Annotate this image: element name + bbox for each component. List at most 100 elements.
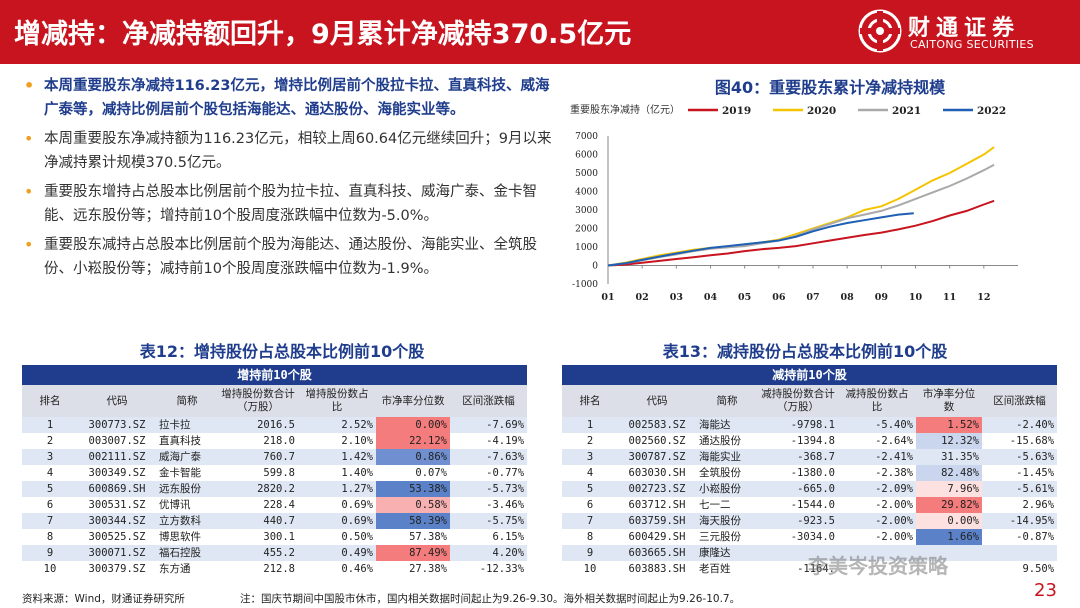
legend-label: 2019 <box>722 105 751 117</box>
cell-shares: -9798.1 <box>758 417 838 433</box>
bullet-dot-icon: • <box>24 129 34 148</box>
column-header: 减持股份数占比 <box>838 385 916 417</box>
series-line-2019 <box>607 199 995 267</box>
cell-ratio: 0.69% <box>298 513 376 529</box>
table-row: 4 300349.SZ 金卡智能 599.8 1.40% 0.07% -0.77% <box>22 465 528 481</box>
cell-change: 6.15% <box>450 529 528 545</box>
legend-label: 2020 <box>807 105 836 117</box>
cell-pb-quantile: 58.39% <box>376 513 450 529</box>
cell-shares: 212.8 <box>218 561 298 577</box>
cumulative-net-reduction-chart: 重要股东净减持（亿元） 2019 2020 2021 2022 -1000 0 1000 200… <box>570 103 1018 303</box>
y-tick-label: 1000 <box>575 243 598 253</box>
cell-rank: 9 <box>562 545 618 561</box>
cell-name: 拉卡拉 <box>156 417 218 433</box>
cell-change: -5.61% <box>982 481 1058 497</box>
cell-rank: 8 <box>22 529 78 545</box>
cell-change: -7.63% <box>450 449 528 465</box>
column-header: 增持股份数占比 <box>298 385 376 417</box>
table-row: 10 603883.SH 老百姓 -1164. 9.50% <box>562 561 1058 577</box>
cell-change: -0.77% <box>450 465 528 481</box>
bullet-text: 重要股东增持占总股本比例居前个股为拉卡拉、直真科技、威海广泰、金卡智能、远东股份… <box>44 184 537 224</box>
legend-label: 2021 <box>892 105 921 117</box>
cell-code: 300349.SZ <box>78 465 156 481</box>
table-row: 1 002583.SZ 海能达 -9798.1 -5.40% 1.52% -2.40% <box>562 417 1058 433</box>
cell-change: -5.73% <box>450 481 528 497</box>
table-row: 10 300379.SZ 东方通 212.8 0.46% 27.38% -12.33% <box>22 561 528 577</box>
cell-shares: 300.1 <box>218 529 298 545</box>
cell-name: 海能达 <box>696 417 758 433</box>
series-line-2022 <box>607 212 914 267</box>
cell-ratio: -2.64% <box>838 433 916 449</box>
bullet-dot-icon: • <box>24 182 34 201</box>
column-header: 区间涨跌幅 <box>450 385 528 417</box>
table-row: 8 300525.SZ 博思软件 300.1 0.50% 57.38% 6.15% <box>22 529 528 545</box>
cell-change: -2.40% <box>982 417 1058 433</box>
cell-name: 东方通 <box>156 561 218 577</box>
cell-ratio: -5.40% <box>838 417 916 433</box>
bullet-item: • 本周重要股东净减持116.23亿元，增持比例居前个股拉卡拉、直真科技、威海广泰… <box>22 74 557 122</box>
column-header: 减持股份数合计（万股） <box>758 385 838 417</box>
cell-pb-quantile: 53.38% <box>376 481 450 497</box>
cell-pb-quantile: 27.38% <box>376 561 450 577</box>
cell-pb-quantile: 1.66% <box>916 529 982 545</box>
cell-pb-quantile <box>916 545 982 561</box>
table-group-header-row: 减持前10个股 <box>562 365 1058 385</box>
cell-shares: -923.5 <box>758 513 838 529</box>
cell-code: 300531.SZ <box>78 497 156 513</box>
x-tick-label: 02 <box>636 292 649 303</box>
cell-shares: 2820.2 <box>218 481 298 497</box>
table-group-header-row: 增持前10个股 <box>22 365 528 385</box>
bullet-dot-icon: • <box>24 235 34 254</box>
cell-code: 002723.SZ <box>618 481 696 497</box>
y-tick-label: 5000 <box>575 169 598 179</box>
x-tick-label: 08 <box>841 292 855 303</box>
page-number: 23 <box>1034 580 1057 601</box>
cell-shares: -665.0 <box>758 481 838 497</box>
cell-change: 4.20% <box>450 545 528 561</box>
cell-change: -15.68% <box>982 433 1058 449</box>
cell-ratio: -2.00% <box>838 529 916 545</box>
cell-rank: 2 <box>562 433 618 449</box>
cell-code: 003007.SZ <box>78 433 156 449</box>
cell-name: 康隆达 <box>696 545 758 561</box>
cell-pb-quantile: 0.00% <box>376 417 450 433</box>
cell-shares: 599.8 <box>218 465 298 481</box>
table-row: 2 003007.SZ 直真科技 218.0 2.10% 22.12% -4.19% <box>22 433 528 449</box>
footer-note: 注：国庆节期间中国股市休市，国内相关数据时间起止为9.26-9.30。海外相关数… <box>240 593 741 605</box>
x-tick-label: 10 <box>909 292 923 303</box>
column-header: 区间涨跌幅 <box>982 385 1058 417</box>
cell-pb-quantile: 31.35% <box>916 449 982 465</box>
caitong-logo-icon <box>858 9 902 53</box>
table-row: 4 603030.SH 全筑股份 -1380.0 -2.38% 82.48% -1.45% <box>562 465 1058 481</box>
cell-name: 全筑股份 <box>696 465 758 481</box>
cell-shares: 2016.5 <box>218 417 298 433</box>
cell-ratio: 0.50% <box>298 529 376 545</box>
table-row: 5 002723.SZ 小崧股份 -665.0 -2.09% 7.96% -5.61% <box>562 481 1058 497</box>
cell-rank: 6 <box>22 497 78 513</box>
y-tick-label: 7000 <box>575 132 598 142</box>
table-row: 8 600429.SH 三元股份 -3034.0 -2.00% 1.66% -0.87% <box>562 529 1058 545</box>
cell-change: -7.69% <box>450 417 528 433</box>
column-header: 代码 <box>78 385 156 417</box>
table-left-title: 表12：增持股份占总股本比例前10个股 <box>139 342 425 361</box>
cell-change: -3.46% <box>450 497 528 513</box>
cell-rank: 10 <box>22 561 78 577</box>
cell-pb-quantile: 0.58% <box>376 497 450 513</box>
cell-code: 002560.SZ <box>618 433 696 449</box>
cell-shares: 760.7 <box>218 449 298 465</box>
page-title: 增减持：净减持额回升，9月累计净减持370.5亿元 <box>14 19 632 50</box>
cell-change: -5.63% <box>982 449 1058 465</box>
cell-ratio: 0.49% <box>298 545 376 561</box>
table-row: 1 300773.SZ 拉卡拉 2016.5 2.52% 0.00% -7.69% <box>22 417 528 433</box>
footer-source: 资料来源：Wind，财通证券研究所 <box>22 593 185 605</box>
table-row: 5 600869.SH 远东股份 2820.2 1.27% 53.38% -5.73% <box>22 481 528 497</box>
cell-rank: 10 <box>562 561 618 577</box>
cell-shares <box>758 545 838 561</box>
cell-pb-quantile: 87.49% <box>376 545 450 561</box>
cell-shares: -1164. <box>758 561 838 577</box>
cell-rank: 3 <box>22 449 78 465</box>
cell-rank: 7 <box>562 513 618 529</box>
logo-text-cn: 财通证券 <box>908 16 1021 41</box>
table-column-header-row: 排名 代码 简称 增持股份数合计（万股） 增持股份数占比 市净率分位数 区间涨跌幅 <box>22 385 528 417</box>
cell-ratio: -2.38% <box>838 465 916 481</box>
